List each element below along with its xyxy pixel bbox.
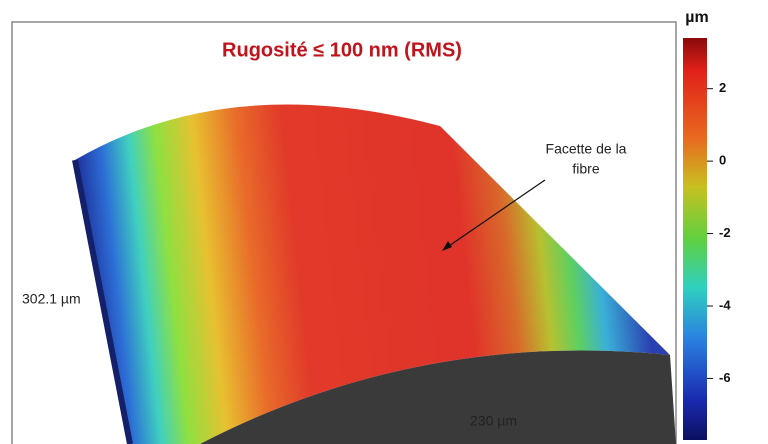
arrow-head	[442, 241, 452, 251]
arrow	[445, 179, 546, 249]
surface	[75, 104, 670, 444]
colorbar-tick-label: -4	[719, 297, 731, 312]
colorbar-tick-label: -2	[719, 225, 731, 240]
colorbar-tick-label: 0	[719, 153, 726, 168]
annotation: fibre	[572, 161, 599, 177]
colorbar-tick-label: -6	[719, 370, 731, 385]
title: Rugosité ≤ 100 nm (RMS)	[222, 39, 462, 61]
annotation: Facette de la	[546, 141, 627, 157]
colorbar-unit: µm	[685, 9, 708, 26]
colorbar-tick-label: 2	[719, 80, 726, 95]
surface-edge	[200, 350, 676, 444]
colorbar	[683, 38, 707, 440]
dimension-label: 230 µm	[470, 413, 517, 429]
dimension-label: 302.1 µm	[22, 291, 81, 307]
surface-side	[72, 159, 133, 444]
